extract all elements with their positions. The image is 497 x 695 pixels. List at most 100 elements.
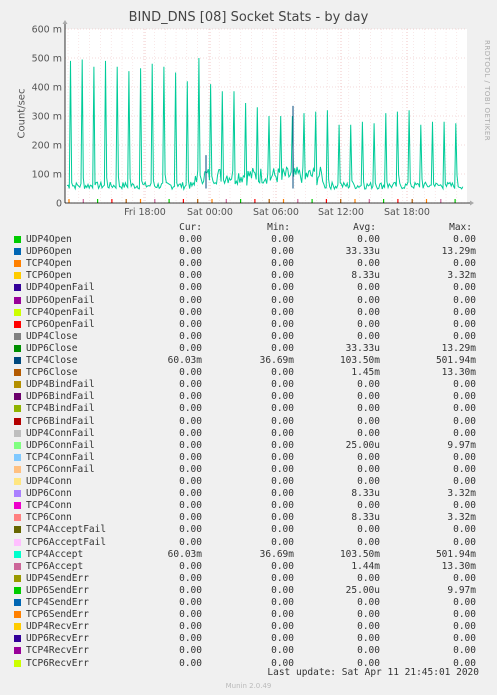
y-tick-label: 600 m — [32, 25, 62, 36]
legend-series-name: UDP4Close — [26, 330, 78, 342]
legend-row: UDP4Open 0.00 0.00 0.00 0.00 — [12, 234, 492, 246]
legend-value-cur: 0.00 — [179, 342, 202, 354]
legend-value-avg: 0.00 — [357, 403, 380, 415]
legend-value-max: 13.29m — [441, 246, 476, 258]
legend-series-name: TCP4Close — [26, 355, 78, 366]
legend-series-name: TCP4Accept — [26, 548, 84, 560]
legend-value-avg: 0.00 — [357, 318, 380, 330]
legend-series-name: TCP4RecvErr — [26, 645, 89, 657]
legend-value-cur: 0.00 — [179, 500, 202, 512]
legend-row: UDP6Conn 0.00 0.00 8.33u 3.32m — [12, 488, 492, 500]
legend-row: TCP6SendErr 0.00 0.00 0.00 0.00 — [12, 609, 492, 621]
legend-swatch — [14, 635, 21, 643]
legend-value-min: 0.00 — [271, 476, 294, 487]
legend-series-name: UDP6Close — [26, 342, 78, 354]
legend-row: TCP4OpenFail 0.00 0.00 0.00 0.00 — [12, 307, 492, 319]
legend-swatch — [14, 441, 21, 449]
legend-value-min: 0.00 — [271, 645, 294, 657]
legend-value-max: 501.94m — [435, 548, 476, 560]
legend-row: TCP6Close 0.00 0.00 1.45m 13.30m — [12, 367, 492, 379]
legend-value-max: 0.00 — [453, 524, 476, 536]
legend-value-avg: 0.00 — [357, 633, 380, 645]
legend-value-cur: 0.00 — [179, 403, 202, 415]
legend-value-avg: 0.00 — [357, 645, 380, 657]
legend-value-cur: 0.00 — [179, 584, 202, 596]
legend-swatch — [14, 586, 21, 594]
legend-value-avg: 1.45m — [351, 367, 380, 379]
legend-value-max: 0.00 — [453, 379, 476, 391]
legend-swatch — [14, 478, 21, 485]
legend-value-min: 0.00 — [271, 609, 294, 621]
legend-value-max: 0.00 — [453, 657, 476, 669]
legend-row: UDP6RecvErr 0.00 0.00 0.00 0.00 — [12, 633, 492, 645]
legend-row: TCP6OpenFail 0.00 0.00 0.00 0.00 — [12, 319, 492, 331]
legend-series-name: TCP6Accept — [26, 560, 84, 572]
legend-value-cur: 0.00 — [179, 536, 202, 548]
legend-value-avg: 0.00 — [357, 306, 380, 318]
legend-series-name: UDP6Open — [26, 246, 72, 258]
legend-swatch — [14, 514, 21, 522]
legend-value-min: 0.00 — [271, 403, 294, 415]
legend-swatch — [14, 357, 21, 364]
legend-series-name: TCP4Open — [26, 258, 72, 270]
legend-value-cur: 0.00 — [179, 476, 202, 487]
legend-series-name: UDP6OpenFail — [26, 294, 95, 306]
legend-series-name: TCP6Close — [26, 367, 78, 379]
legend-value-avg: 0.00 — [357, 391, 380, 403]
legend-value-cur: 0.00 — [179, 318, 202, 330]
legend-value-min: 0.00 — [271, 657, 294, 669]
legend-swatch — [14, 381, 21, 389]
legend-row: TCP4RecvErr 0.00 0.00 0.00 0.00 — [12, 645, 492, 657]
legend-series-name: UDP4ConnFail — [26, 427, 95, 439]
legend-row: TCP4BindFail 0.00 0.00 0.00 0.00 — [12, 403, 492, 415]
legend-value-avg: 0.00 — [357, 330, 380, 342]
legend-series-name: UDP6ConnFail — [26, 439, 95, 451]
legend-series-name: TCP6AcceptFail — [26, 536, 107, 548]
legend-header-max: Max: — [449, 222, 472, 233]
legend-value-min: 0.00 — [271, 512, 294, 524]
axes — [62, 20, 474, 206]
legend-value-max: 9.97m — [447, 439, 476, 451]
legend-swatch — [14, 332, 21, 340]
legend-value-max: 13.30m — [441, 367, 476, 379]
legend-value-max: 0.00 — [453, 318, 476, 330]
legend-series-name: TCP6SendErr — [26, 609, 89, 621]
legend-value-max: 0.00 — [453, 306, 476, 318]
legend-value-min: 0.00 — [271, 391, 294, 403]
legend-series-name: UDP6BindFail — [26, 391, 95, 403]
legend-value-avg: 0.00 — [357, 536, 380, 548]
legend-value-cur: 0.00 — [179, 294, 202, 306]
legend-value-max: 0.00 — [453, 391, 476, 403]
series-lines — [66, 57, 464, 203]
legend-row: UDP6Close 0.00 0.00 33.33u 13.29m — [12, 343, 492, 355]
legend-value-max: 3.32m — [447, 512, 476, 524]
x-axis-arrow — [470, 200, 474, 206]
legend-value-min: 0.00 — [271, 621, 294, 633]
legend-value-cur: 0.00 — [179, 609, 202, 621]
legend-series-name: UDP4SendErr — [26, 572, 89, 584]
legend-swatch — [14, 502, 21, 510]
legend-value-min: 0.00 — [271, 500, 294, 512]
legend-swatch — [14, 236, 21, 243]
legend-value-max: 13.29m — [441, 342, 476, 354]
legend-value-avg: 0.00 — [357, 379, 380, 391]
chart-title: BIND_DNS [08] Socket Stats - by day — [128, 10, 369, 25]
legend-value-avg: 0.00 — [357, 621, 380, 633]
legend-value-cur: 60.03m — [167, 548, 202, 560]
legend-swatch — [14, 344, 21, 352]
legend-value-max: 0.00 — [453, 258, 476, 270]
legend-row: UDP6BindFail 0.00 0.00 0.00 0.00 — [12, 391, 492, 403]
legend-series-name: UDP4BindFail — [26, 379, 95, 391]
munin-version: Munin 2.0.49 — [225, 682, 272, 690]
legend-value-min: 0.00 — [271, 234, 294, 245]
legend-value-avg: 0.00 — [357, 451, 380, 463]
legend-series-name: UDP6Conn — [26, 488, 72, 500]
legend-swatch — [14, 574, 21, 582]
legend-row: UDP4SendErr 0.00 0.00 0.00 0.00 — [12, 573, 492, 585]
legend-value-cur: 0.00 — [179, 367, 202, 379]
legend-row: TCP6ConnFail 0.00 0.00 0.00 0.00 — [12, 464, 492, 476]
legend-value-avg: 33.33u — [345, 342, 380, 354]
legend-value-cur: 0.00 — [179, 488, 202, 500]
x-tick-label: Sat 06:00 — [253, 207, 299, 218]
legend-value-max: 0.00 — [453, 463, 476, 475]
